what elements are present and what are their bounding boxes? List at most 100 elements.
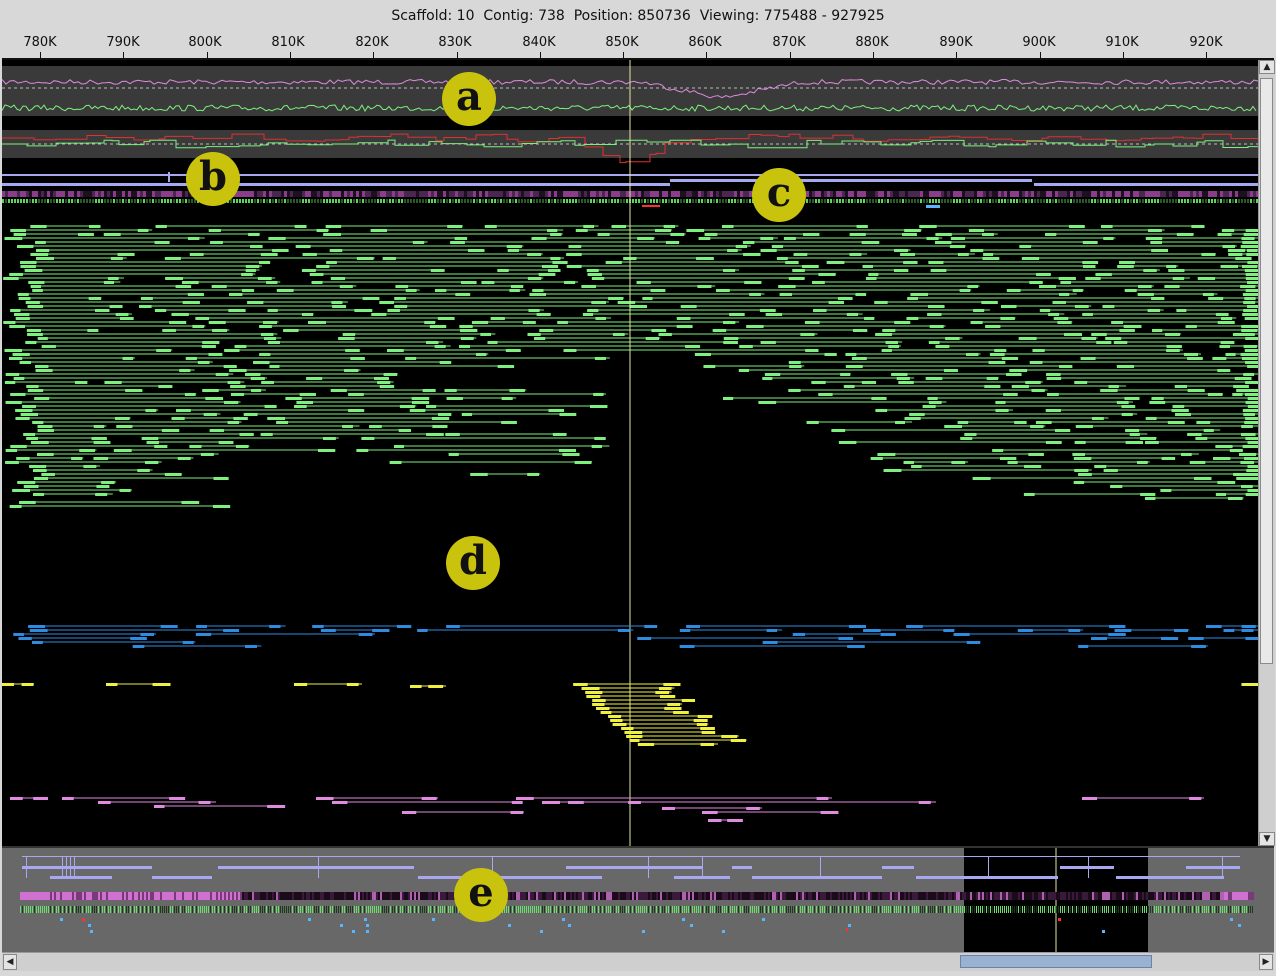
scroll-left-icon[interactable]: ◀ — [3, 954, 17, 970]
mate-pair-read-end — [4, 237, 23, 240]
mate-pair-read-end — [164, 473, 182, 476]
overview-gc-stripe — [1156, 906, 1157, 913]
overview-heat-stripe — [972, 892, 974, 900]
coverage-secondary-line — [2, 139, 1258, 149]
heat-stripe — [665, 191, 668, 197]
mate-pair-read-end — [764, 373, 781, 376]
mate-pair-read-end — [1247, 281, 1258, 284]
yellow-mate-pair-read-end — [2, 683, 14, 686]
heat-stripe — [1148, 191, 1151, 197]
mate-pair-read-end — [509, 289, 520, 292]
vertical-scroll-thumb[interactable] — [1260, 78, 1273, 664]
overview-gc-stripe — [986, 906, 987, 913]
mate-pair-read-end — [935, 345, 950, 348]
mate-pair-read-end — [399, 405, 415, 408]
mate-pair-read-end — [302, 253, 317, 256]
overview-gc-stripe — [302, 906, 303, 913]
gc-heat-stripe — [1163, 199, 1165, 203]
mate-pair-read-end — [1244, 473, 1258, 476]
heat-stripe — [923, 191, 926, 197]
coordinate-ruler[interactable]: 780K 790K 800K 810K 820K 830K 840K 850K … — [2, 30, 1258, 60]
overview-gc-stripe — [834, 906, 835, 913]
heat-stripe — [50, 191, 53, 197]
mate-pair-read-end — [1052, 301, 1066, 304]
overview-heat-stripe — [20, 892, 22, 900]
overview-gc-stripe — [1022, 906, 1023, 913]
overview-heat-stripe — [406, 892, 408, 900]
mate-pair-read-end — [208, 229, 221, 232]
annotation-marker-c: c — [752, 168, 806, 222]
blue-mate-pair-read-end — [644, 625, 658, 628]
mate-pair-read-end — [161, 429, 180, 432]
gc-heat-stripe — [1199, 199, 1201, 203]
horizontal-scroll-thumb[interactable] — [960, 955, 1152, 968]
heat-stripe — [743, 191, 746, 197]
overview-heat-stripe — [1218, 892, 1220, 900]
gc-heat-stripe — [833, 199, 835, 203]
gc-heat-stripe — [1172, 199, 1174, 203]
mate-pair-read-end — [20, 413, 38, 416]
mate-pair-read-end — [326, 261, 337, 264]
overview-heat-stripe — [540, 892, 542, 900]
gc-heat-stripe — [1223, 199, 1225, 203]
overview-heat-stripe — [198, 892, 200, 900]
mate-pair-read-end — [294, 405, 307, 408]
mate-pair-read-end — [1233, 385, 1249, 388]
overview-heat-stripe — [782, 892, 784, 900]
overview-heat-stripe — [318, 892, 320, 900]
overview-gc-stripe — [290, 906, 291, 913]
mate-pair-read-end — [37, 453, 54, 456]
overview-heat-stripe — [780, 892, 782, 900]
heat-stripe — [89, 191, 92, 197]
blue-mate-pair-read-end — [196, 625, 208, 628]
overview-heat-stripe — [688, 892, 690, 900]
mate-pair-read-end — [1160, 489, 1172, 492]
mate-pair-read-end — [896, 377, 910, 380]
mate-pair-read-end — [1029, 361, 1043, 364]
mate-pair-read-end — [119, 317, 134, 320]
scroll-down-icon[interactable]: ▼ — [1259, 832, 1275, 846]
mate-pair-read-end — [1208, 297, 1224, 300]
mate-pair-read-end — [1247, 397, 1258, 400]
heat-stripe — [32, 191, 35, 197]
overview-gc-stripe — [1232, 906, 1233, 913]
gc-heat-stripe — [404, 199, 406, 203]
mate-pair-read-end — [894, 249, 909, 252]
overview-gc-stripe — [882, 906, 883, 913]
overview-heat-stripe — [1120, 892, 1122, 900]
mate-pair-read-end — [411, 401, 430, 404]
horizontal-scrollbar[interactable]: ◀ ▶ — [2, 952, 1274, 971]
heat-stripe — [248, 191, 251, 197]
mate-pair-read-end — [394, 305, 408, 308]
mate-pair-read-end — [146, 441, 159, 444]
overview-heat-stripe — [390, 892, 392, 900]
mate-pair-read-end — [723, 269, 736, 272]
gc-heat-stripe — [710, 199, 712, 203]
heat-stripe — [833, 191, 836, 197]
vertical-scrollbar[interactable]: ▲ ▼ — [1258, 60, 1275, 846]
gc-heat-stripe — [143, 199, 145, 203]
gc-heat-stripe — [830, 199, 832, 203]
mate-pair-read-end — [1064, 333, 1082, 336]
overview-gc-stripe — [736, 906, 737, 913]
scaffold-overview-panel[interactable] — [2, 846, 1274, 954]
overview-gc-stripe — [904, 906, 905, 913]
gc-heat-stripe — [683, 199, 685, 203]
scroll-up-icon[interactable]: ▲ — [1259, 60, 1275, 74]
overview-gc-stripe — [144, 906, 145, 913]
overview-gc-stripe — [1164, 906, 1165, 913]
overview-heat-stripe — [798, 892, 800, 900]
mate-pair-read-end — [966, 353, 979, 356]
overview-gc-stripe — [702, 906, 703, 913]
mate-pair-read-end — [541, 265, 559, 268]
overview-heat-stripe — [426, 892, 428, 900]
mate-pair-read-end — [1039, 309, 1051, 312]
heat-stripe — [830, 191, 833, 197]
scroll-right-icon[interactable]: ▶ — [1259, 954, 1273, 970]
mate-pair-read-end — [189, 253, 204, 256]
overview-gc-stripe — [132, 906, 133, 913]
gc-heat-stripe — [1127, 199, 1129, 203]
gc-heat-stripe — [1202, 199, 1204, 203]
mate-pair-read-end — [1201, 253, 1216, 256]
overview-heat-stripe — [26, 892, 28, 900]
